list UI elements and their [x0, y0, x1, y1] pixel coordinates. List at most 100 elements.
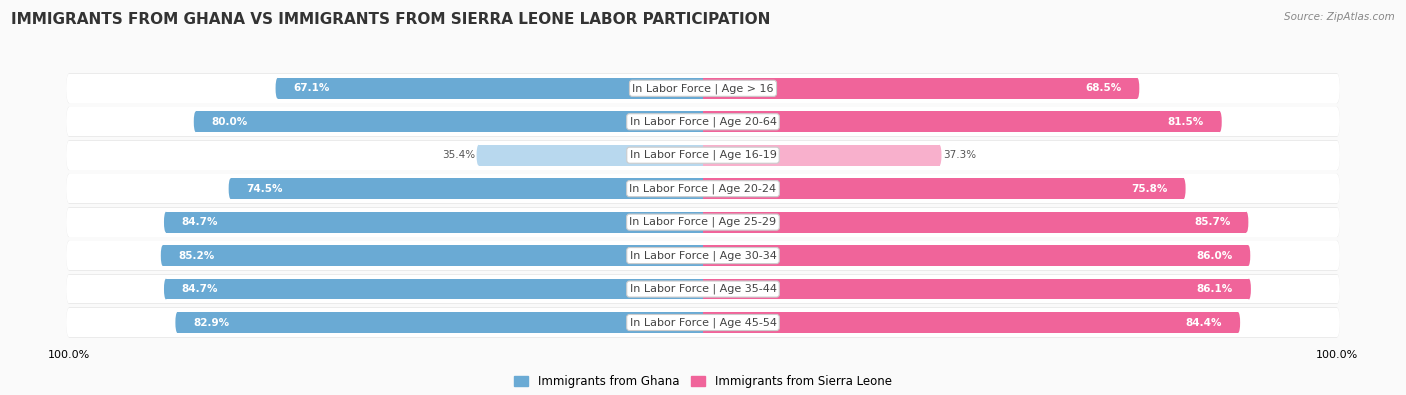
Bar: [703, 78, 1137, 99]
Circle shape: [66, 275, 72, 303]
Bar: [177, 312, 703, 333]
Bar: [703, 279, 1249, 299]
Bar: [478, 145, 703, 166]
Circle shape: [66, 140, 72, 170]
Text: In Labor Force | Age 35-44: In Labor Force | Age 35-44: [630, 284, 776, 294]
Bar: [69, 275, 1337, 303]
Circle shape: [1246, 245, 1250, 266]
Bar: [69, 107, 1337, 137]
Circle shape: [66, 174, 72, 204]
Circle shape: [1334, 174, 1340, 203]
Circle shape: [477, 145, 481, 166]
Bar: [703, 111, 1220, 132]
Bar: [703, 178, 1184, 199]
Text: In Labor Force | Age 30-34: In Labor Force | Age 30-34: [630, 250, 776, 261]
Text: In Labor Force | Age 16-19: In Labor Force | Age 16-19: [630, 150, 776, 160]
Text: 75.8%: 75.8%: [1132, 184, 1168, 194]
Bar: [69, 308, 1337, 337]
Circle shape: [1136, 78, 1139, 99]
Circle shape: [1334, 241, 1340, 271]
Text: 85.2%: 85.2%: [179, 250, 215, 261]
Circle shape: [1334, 274, 1340, 304]
Bar: [163, 245, 703, 266]
Circle shape: [66, 307, 72, 338]
Circle shape: [66, 141, 72, 169]
Text: 67.1%: 67.1%: [294, 83, 330, 93]
Circle shape: [276, 78, 280, 99]
Text: 86.1%: 86.1%: [1197, 284, 1233, 294]
Circle shape: [66, 208, 72, 237]
Circle shape: [1334, 74, 1340, 103]
Text: IMMIGRANTS FROM GHANA VS IMMIGRANTS FROM SIERRA LEONE LABOR PARTICIPATION: IMMIGRANTS FROM GHANA VS IMMIGRANTS FROM…: [11, 12, 770, 27]
Text: 84.4%: 84.4%: [1185, 318, 1222, 327]
Legend: Immigrants from Ghana, Immigrants from Sierra Leone: Immigrants from Ghana, Immigrants from S…: [509, 371, 897, 393]
Bar: [166, 279, 703, 299]
Circle shape: [66, 241, 72, 270]
Circle shape: [66, 107, 72, 137]
Text: 84.7%: 84.7%: [181, 217, 218, 227]
Circle shape: [165, 212, 167, 233]
Circle shape: [66, 241, 72, 271]
Circle shape: [1334, 275, 1340, 303]
Bar: [69, 307, 1337, 338]
Text: 35.4%: 35.4%: [443, 150, 475, 160]
Circle shape: [1334, 140, 1340, 170]
Text: In Labor Force | Age 25-29: In Labor Force | Age 25-29: [630, 217, 776, 228]
Text: 86.0%: 86.0%: [1197, 250, 1233, 261]
Circle shape: [66, 174, 72, 203]
Circle shape: [1334, 307, 1340, 338]
Text: Source: ZipAtlas.com: Source: ZipAtlas.com: [1284, 12, 1395, 22]
Circle shape: [66, 107, 72, 136]
Circle shape: [938, 145, 942, 166]
Text: 85.7%: 85.7%: [1194, 217, 1230, 227]
Bar: [69, 174, 1337, 203]
Text: In Labor Force | Age 45-54: In Labor Force | Age 45-54: [630, 317, 776, 328]
Circle shape: [1334, 107, 1340, 136]
Circle shape: [1218, 111, 1222, 132]
Circle shape: [1334, 141, 1340, 169]
Bar: [69, 174, 1337, 204]
Circle shape: [1334, 107, 1340, 137]
Circle shape: [1334, 73, 1340, 103]
Circle shape: [66, 274, 72, 304]
Circle shape: [1247, 279, 1251, 299]
Bar: [703, 212, 1246, 233]
Bar: [69, 141, 1337, 169]
Circle shape: [66, 74, 72, 103]
Circle shape: [194, 111, 198, 132]
Circle shape: [176, 312, 180, 333]
Bar: [195, 111, 703, 132]
Circle shape: [1334, 241, 1340, 270]
Bar: [69, 107, 1337, 136]
Bar: [69, 274, 1337, 304]
Circle shape: [229, 178, 232, 199]
Circle shape: [66, 207, 72, 237]
Bar: [69, 74, 1337, 103]
Bar: [69, 140, 1337, 170]
Circle shape: [1244, 212, 1249, 233]
Circle shape: [1334, 208, 1340, 237]
Bar: [166, 212, 703, 233]
Text: 68.5%: 68.5%: [1085, 83, 1122, 93]
Text: 82.9%: 82.9%: [193, 318, 229, 327]
Text: 81.5%: 81.5%: [1167, 117, 1204, 127]
Circle shape: [1334, 207, 1340, 237]
Text: In Labor Force | Age > 16: In Labor Force | Age > 16: [633, 83, 773, 94]
Bar: [69, 208, 1337, 237]
Bar: [69, 73, 1337, 103]
Circle shape: [1334, 174, 1340, 204]
Circle shape: [165, 279, 167, 299]
Bar: [69, 207, 1337, 237]
Text: In Labor Force | Age 20-64: In Labor Force | Age 20-64: [630, 117, 776, 127]
Bar: [69, 241, 1337, 271]
Bar: [703, 312, 1239, 333]
Bar: [277, 78, 703, 99]
Bar: [703, 145, 939, 166]
Circle shape: [1181, 178, 1185, 199]
Circle shape: [1236, 312, 1240, 333]
Text: 37.3%: 37.3%: [942, 150, 976, 160]
Circle shape: [66, 73, 72, 103]
Circle shape: [1334, 308, 1340, 337]
Circle shape: [66, 308, 72, 337]
Circle shape: [160, 245, 165, 266]
